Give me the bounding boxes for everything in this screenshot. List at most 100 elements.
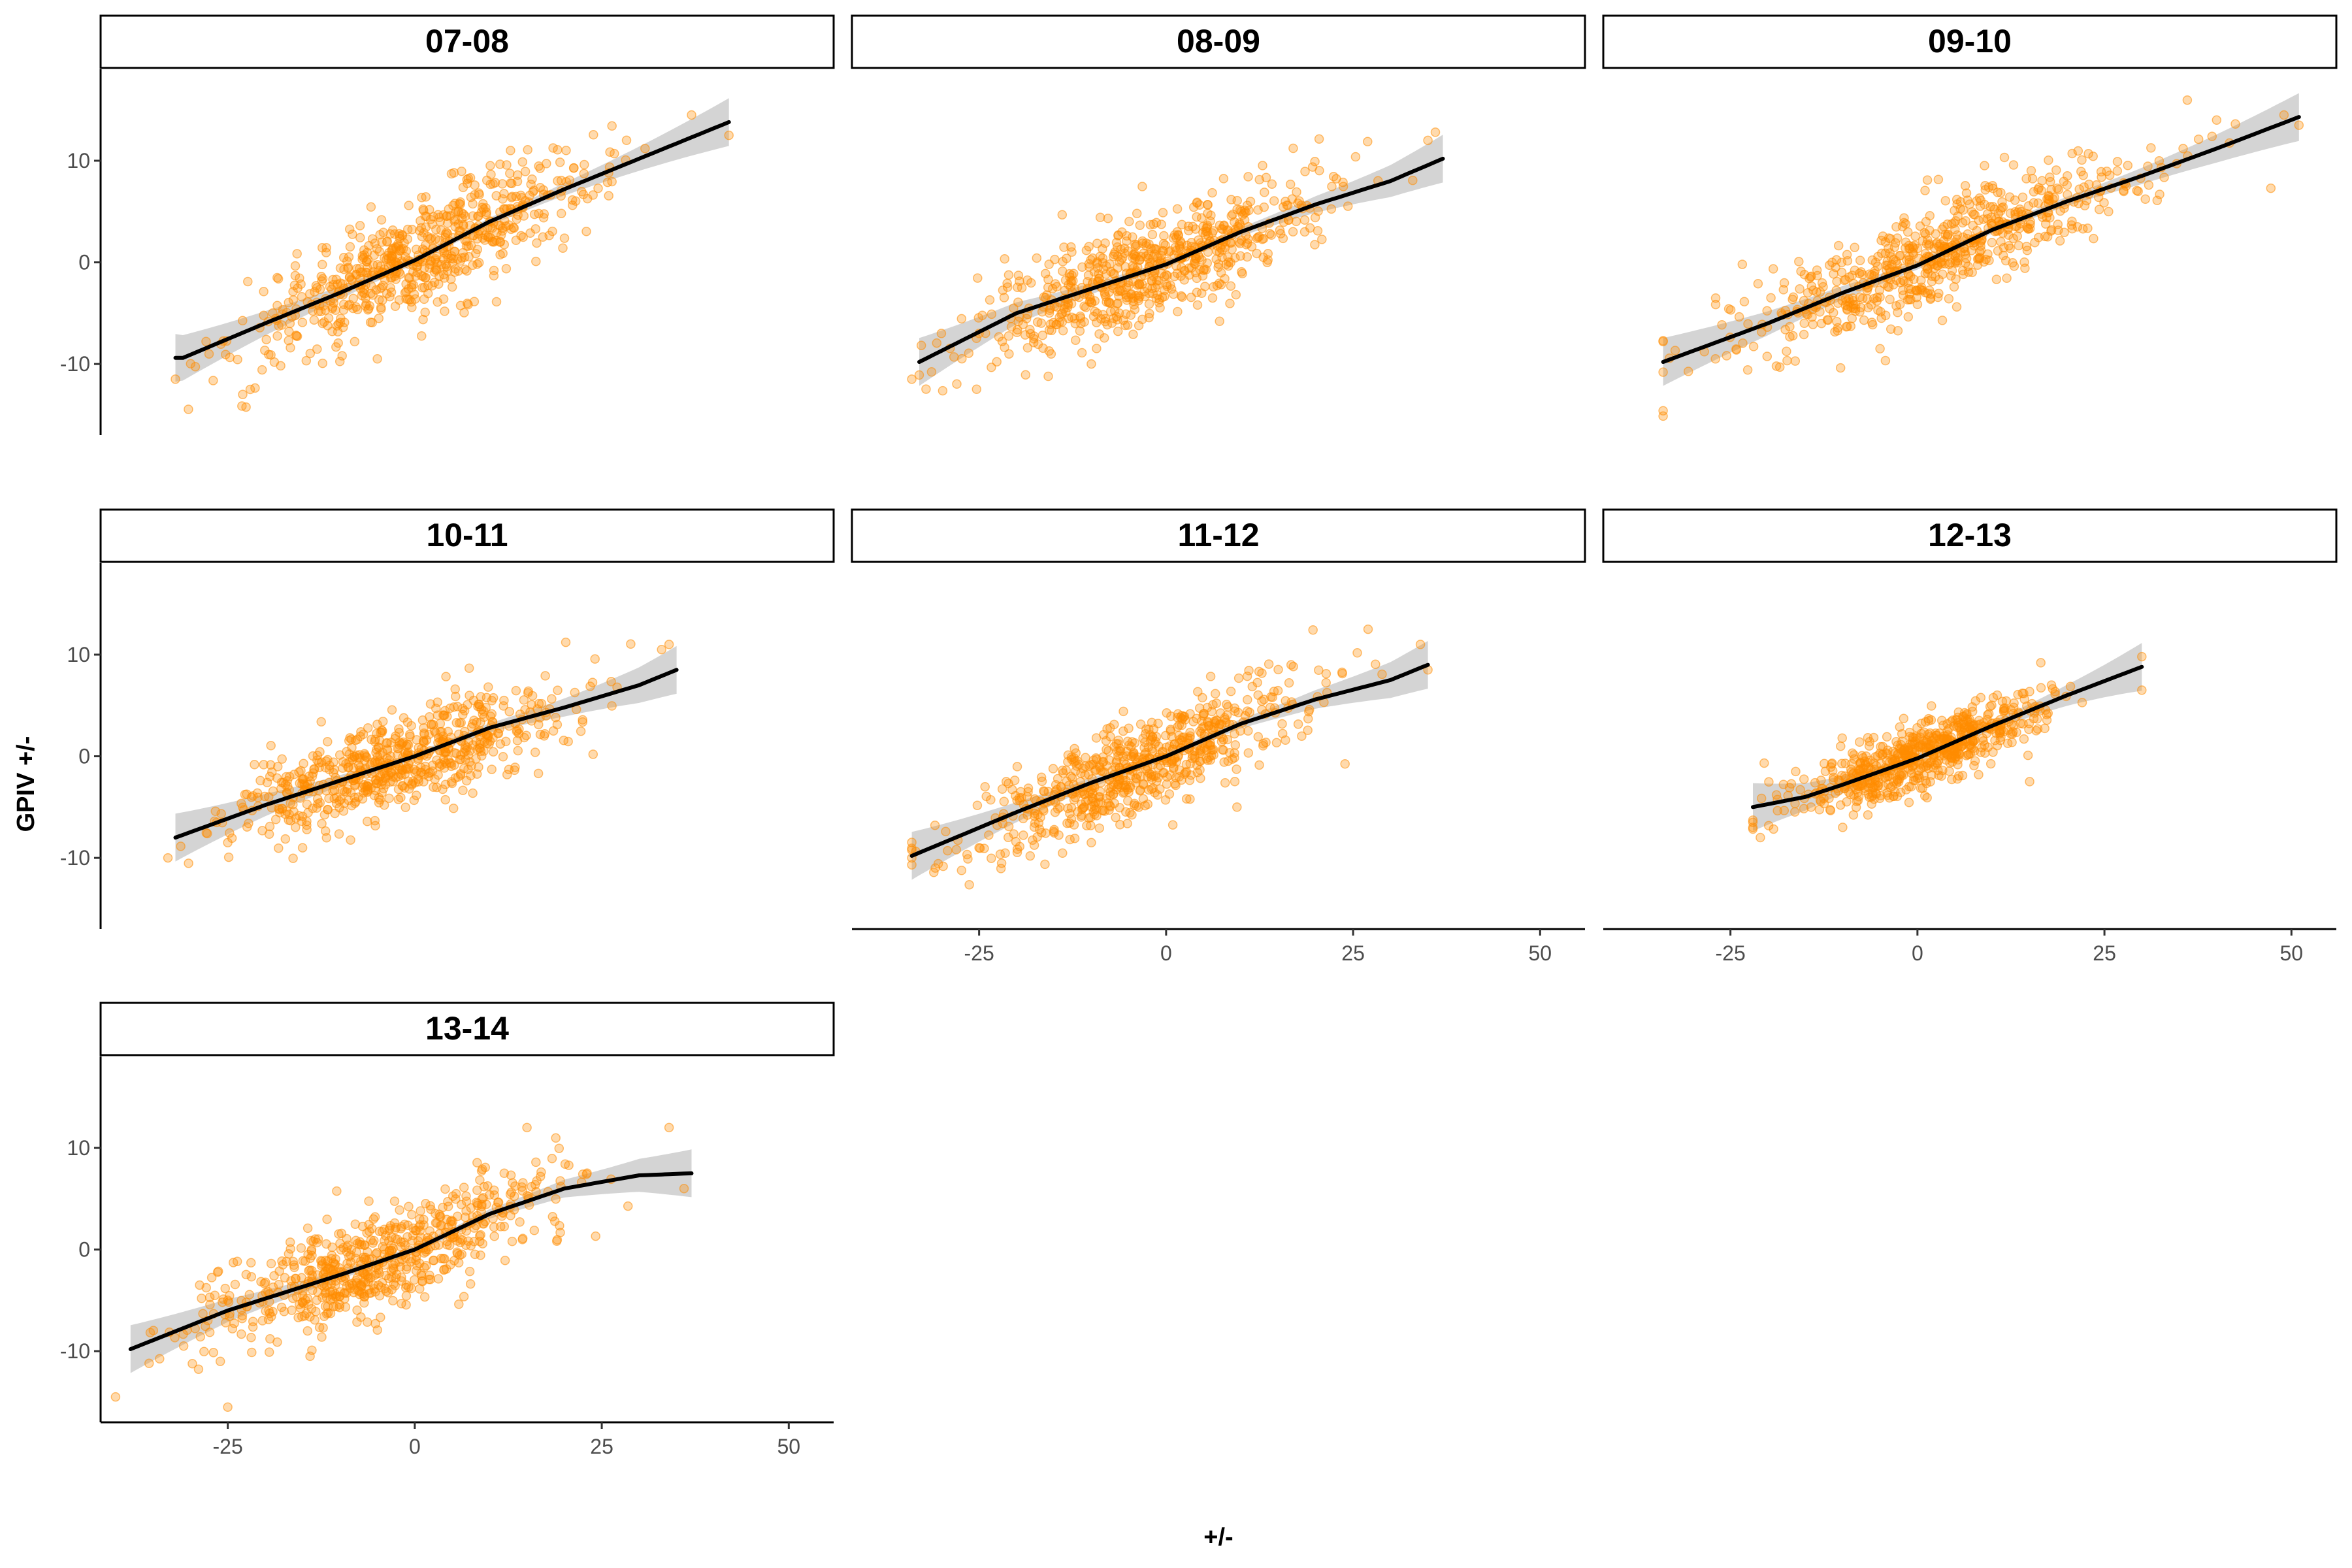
scatter-point bbox=[371, 747, 381, 758]
scatter-point bbox=[949, 352, 959, 362]
scatter-point bbox=[1090, 306, 1100, 317]
scatter-point bbox=[331, 274, 342, 285]
scatter-point bbox=[328, 280, 338, 290]
scatter-point bbox=[972, 384, 982, 395]
scatter-point bbox=[370, 238, 380, 248]
scatter-point bbox=[1880, 355, 1891, 366]
scatter-point bbox=[344, 299, 355, 310]
scatter-point bbox=[474, 211, 483, 221]
scatter-point bbox=[1882, 732, 1892, 742]
scatter-point bbox=[374, 314, 384, 323]
scatter-point bbox=[1124, 216, 1134, 227]
scatter-point bbox=[453, 772, 463, 782]
scatter-point bbox=[1086, 359, 1096, 369]
scatter-point bbox=[1968, 209, 1978, 220]
scatter-point bbox=[1225, 299, 1235, 308]
x-tick-label: 0 bbox=[1912, 941, 1923, 965]
scatter-point bbox=[1069, 757, 1079, 767]
scatter-point bbox=[1326, 204, 1337, 214]
scatter-point bbox=[1230, 748, 1239, 758]
scatter-point bbox=[1147, 229, 1158, 240]
scatter-point bbox=[1111, 739, 1121, 749]
scatter-point bbox=[372, 354, 382, 364]
scatter-point bbox=[2002, 725, 2013, 735]
scatter-point bbox=[517, 1182, 527, 1192]
scatter-point bbox=[1032, 317, 1043, 327]
scatter-point bbox=[199, 1347, 209, 1357]
scatter-point bbox=[1953, 255, 1963, 266]
scatter-point bbox=[387, 705, 397, 715]
scatter-point bbox=[1100, 333, 1109, 343]
scatter-point bbox=[357, 1221, 368, 1232]
scatter-point bbox=[280, 834, 291, 844]
scatter-point bbox=[401, 1280, 412, 1290]
scatter-point bbox=[1172, 713, 1183, 723]
scatter-point bbox=[346, 835, 355, 845]
scatter-point bbox=[1230, 776, 1240, 787]
scatter-point bbox=[378, 227, 389, 237]
scatter-point bbox=[2023, 201, 2034, 211]
scatter-point bbox=[1875, 344, 1885, 354]
scatter-point bbox=[456, 1200, 466, 1210]
scatter-point bbox=[499, 189, 509, 199]
scatter-point bbox=[374, 756, 384, 766]
scatter-point bbox=[483, 731, 493, 741]
scatter-point bbox=[1670, 346, 1680, 355]
scatter-point bbox=[530, 1180, 540, 1190]
scatter-point bbox=[1742, 365, 1753, 375]
scatter-point bbox=[1782, 355, 1792, 366]
scatter-point bbox=[1015, 276, 1024, 286]
scatter-point bbox=[986, 795, 996, 805]
scatter-point bbox=[441, 1264, 451, 1274]
scatter-point bbox=[1799, 774, 1809, 784]
scatter-point bbox=[512, 214, 522, 224]
scatter-point bbox=[350, 735, 361, 745]
scatter-point bbox=[266, 1258, 276, 1269]
scatter-point bbox=[1281, 735, 1290, 745]
scatter-point bbox=[1919, 727, 1929, 737]
scatter-point bbox=[547, 1154, 557, 1164]
scatter-point bbox=[491, 191, 501, 201]
scatter-point bbox=[1922, 175, 1933, 185]
scatter-point bbox=[343, 762, 353, 773]
scatter-point bbox=[1748, 823, 1758, 832]
scatter-point bbox=[1026, 329, 1036, 339]
scatter-point bbox=[1916, 275, 1926, 286]
scatter-point bbox=[1066, 278, 1076, 287]
scatter-point bbox=[285, 318, 295, 329]
scatter-point bbox=[1169, 271, 1180, 282]
scatter-point bbox=[1833, 326, 1842, 336]
scatter-point bbox=[1092, 344, 1102, 353]
scatter-point bbox=[577, 187, 587, 197]
scatter-point bbox=[478, 1193, 488, 1203]
scatter-point bbox=[1235, 726, 1245, 736]
scatter-point bbox=[342, 1233, 351, 1244]
scatter-point bbox=[1205, 672, 1216, 681]
scatter-point bbox=[2007, 738, 2017, 747]
scatter-point bbox=[355, 1256, 366, 1266]
scatter-point bbox=[1234, 237, 1244, 247]
scatter-point bbox=[1205, 755, 1215, 765]
scatter-point bbox=[1233, 673, 1244, 683]
scatter-point bbox=[347, 753, 357, 763]
scatter-point bbox=[419, 777, 429, 787]
scatter-point bbox=[1220, 242, 1230, 253]
scatter-point bbox=[1305, 223, 1315, 233]
scatter-point bbox=[1891, 275, 1902, 286]
scatter-point bbox=[1841, 321, 1852, 332]
scatter-point bbox=[1043, 274, 1053, 285]
y-tick-label: -10 bbox=[60, 1339, 90, 1363]
scatter-point bbox=[2008, 233, 2018, 244]
scatter-point bbox=[1303, 713, 1313, 724]
scatter-point bbox=[453, 266, 463, 276]
scatter-point bbox=[2112, 166, 2123, 176]
scatter-point bbox=[1920, 269, 1931, 279]
scatter-point bbox=[400, 783, 410, 793]
scatter-point bbox=[1766, 293, 1776, 303]
scatter-point bbox=[495, 739, 506, 749]
scatter-point bbox=[458, 785, 468, 796]
scatter-point bbox=[1294, 196, 1304, 206]
scatter-point bbox=[155, 1354, 165, 1364]
scatter-point bbox=[1321, 668, 1331, 679]
